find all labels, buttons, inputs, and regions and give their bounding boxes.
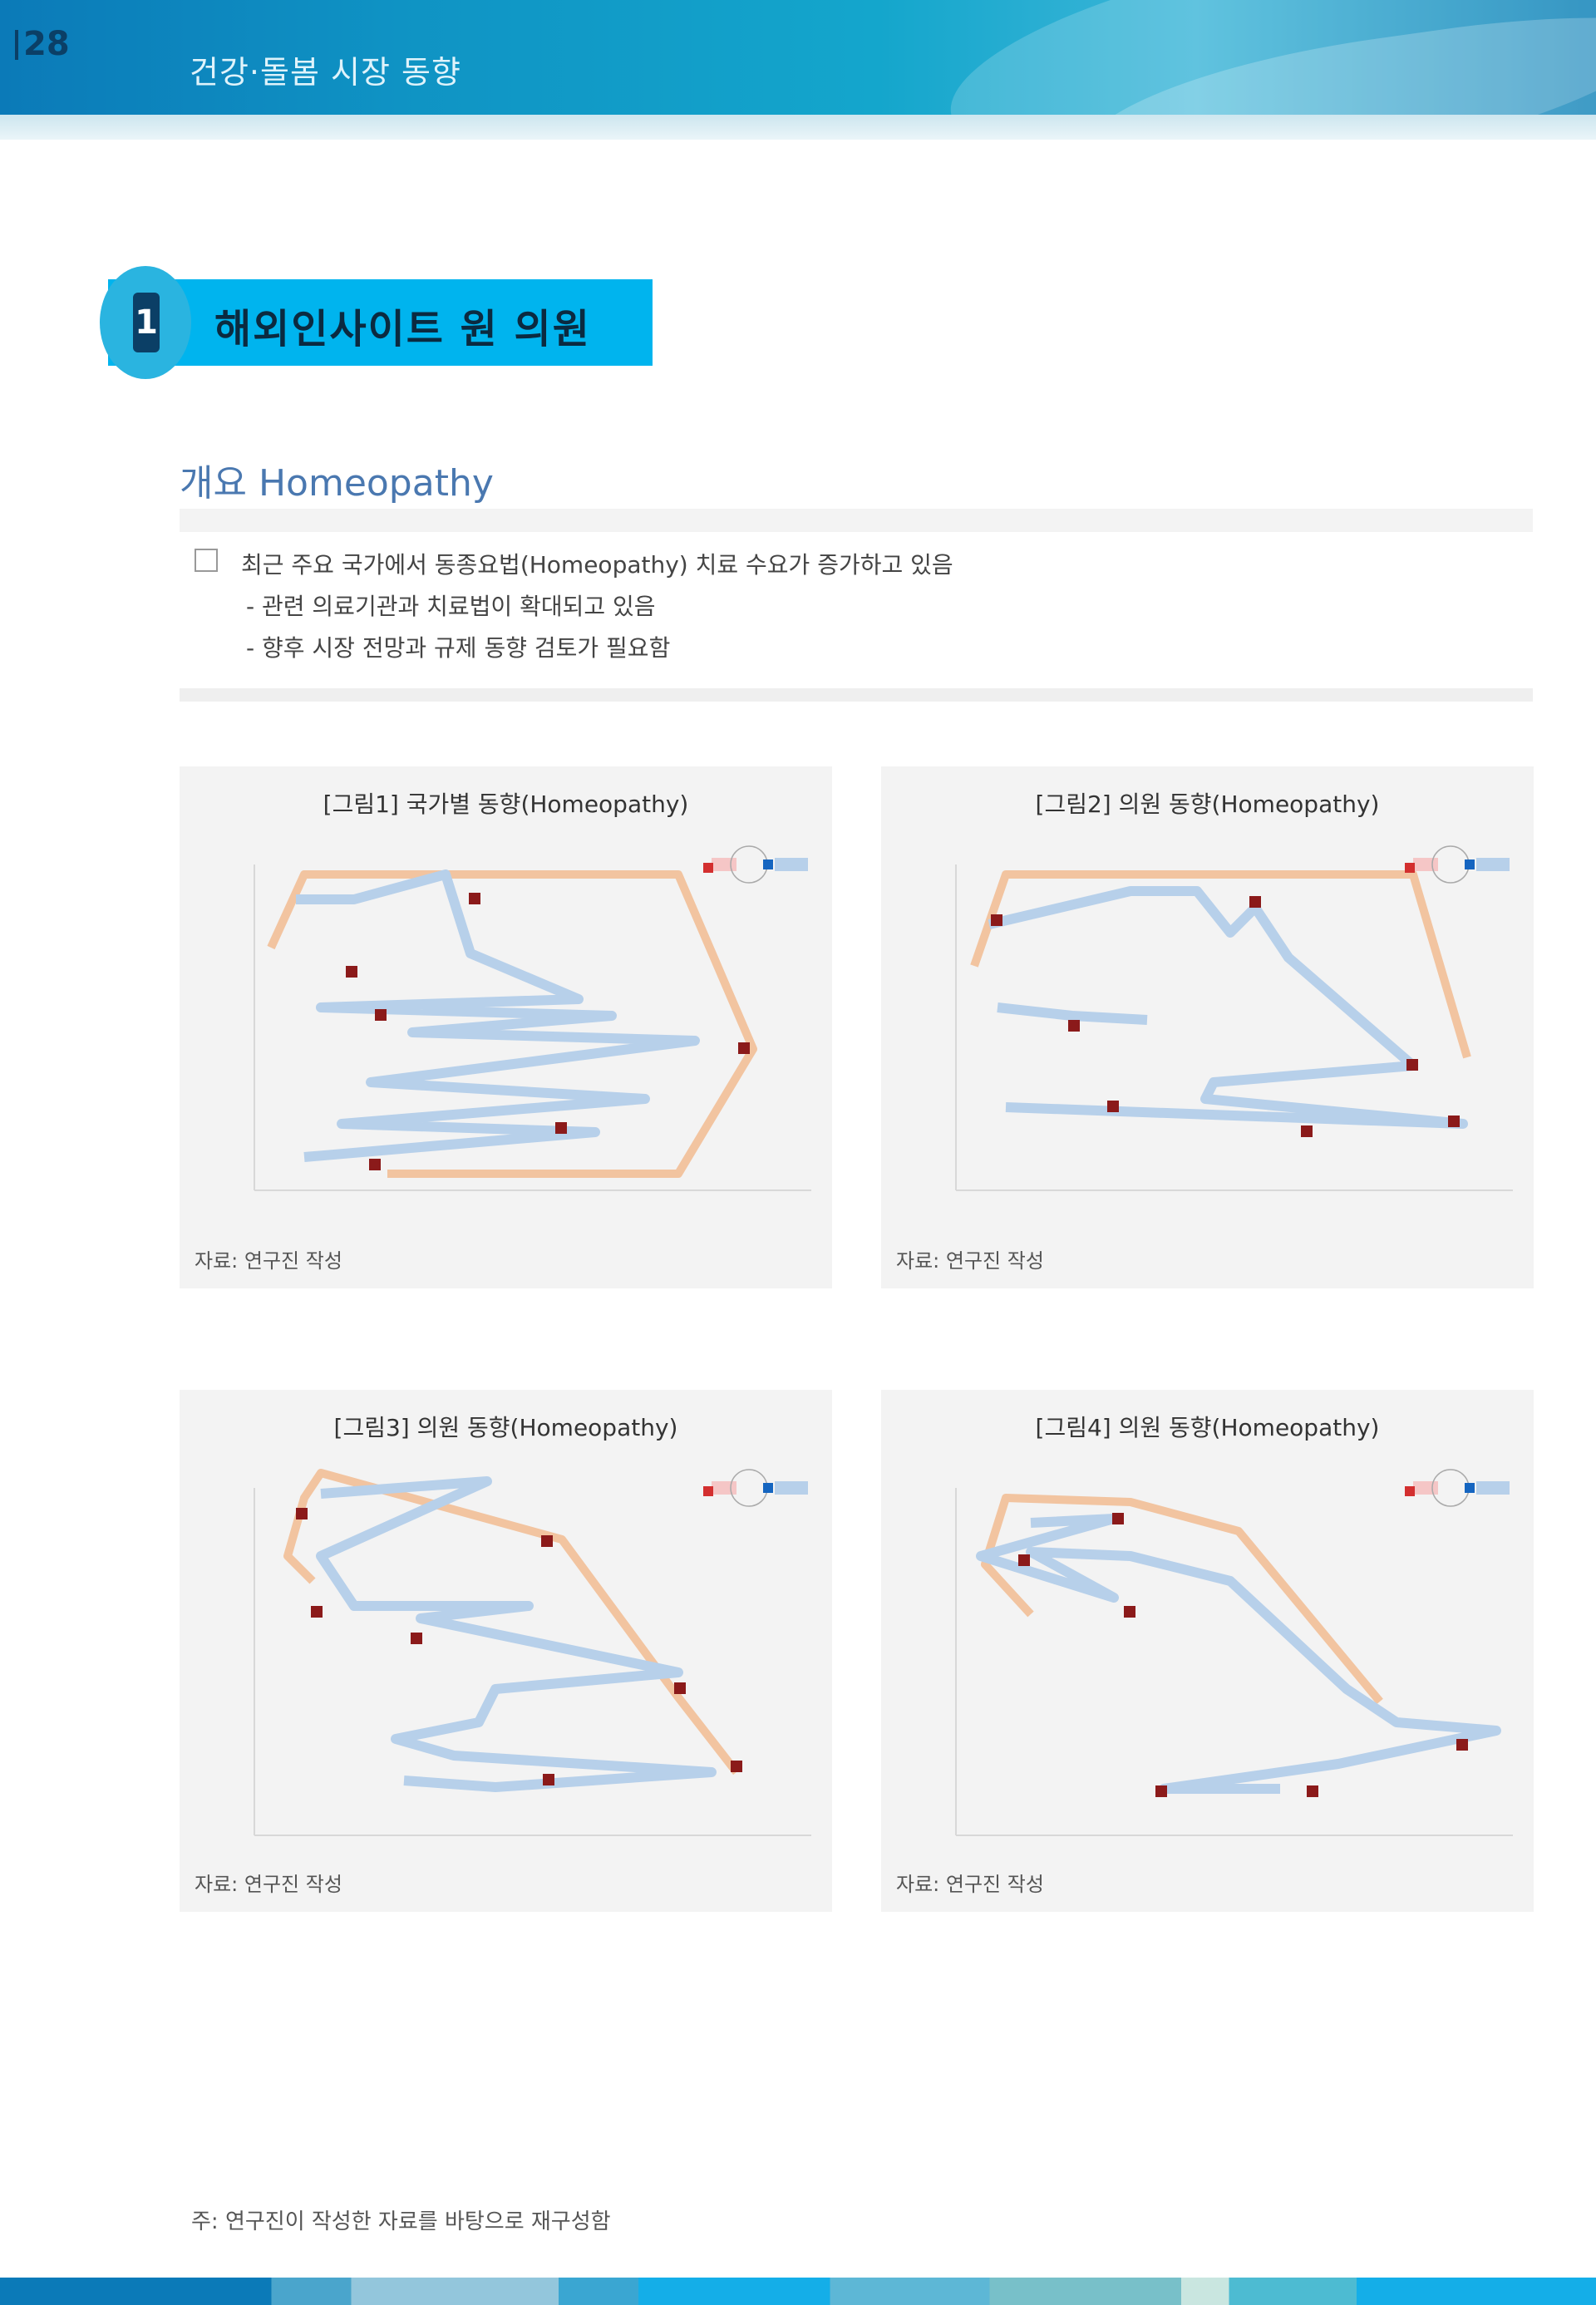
summary-line: - 향후 시장 전망과 규제 동향 검토가 필요함 <box>246 634 671 662</box>
summary-line: 최근 주요 국가에서 동종요법(Homeopathy) 치료 수요가 증가하고 … <box>241 551 953 579</box>
header-title: 건강·돌봄 시장 동향 <box>190 54 461 91</box>
section-title: 해외인사이트 원 의원 <box>214 306 591 352</box>
header-stripe <box>0 115 1596 140</box>
header-brand <box>1222 17 1571 108</box>
summary-rule-bottom <box>180 688 1533 702</box>
figure-4-chart <box>955 1469 1513 1836</box>
figure-panel-1: [그림1] 국가별 동향(Homeopathy) 자료: 연구진 작성 <box>180 766 832 1288</box>
page-number: 28 <box>15 25 70 63</box>
figure-title: [그림2] 의원 동향(Homeopathy) <box>1035 790 1380 818</box>
figure-panel-2: [그림2] 의원 동향(Homeopathy) 자료: 연구진 작성 <box>881 766 1534 1288</box>
summary-line: - 관련 의료기관과 치료법이 확대되고 있음 <box>246 593 656 620</box>
figure-source: 자료: 연구진 작성 <box>896 1249 1044 1273</box>
subheading: 개요 Homeopathy <box>180 462 494 505</box>
figure-panel-3: [그림3] 의원 동향(Homeopathy) 자료: 연구진 작성 <box>180 1390 832 1912</box>
figure-source: 자료: 연구진 작성 <box>896 1873 1044 1896</box>
page-header: 28 건강·돌봄 시장 동향 <box>0 0 1596 115</box>
figure-3-chart <box>254 1469 811 1836</box>
footnote: 주: 연구진이 작성한 자료를 바탕으로 재구성함 <box>191 2209 611 2234</box>
figure-source: 자료: 연구진 작성 <box>195 1249 342 1273</box>
section-number: 1 <box>133 293 160 352</box>
figure-title: [그림4] 의원 동향(Homeopathy) <box>1035 1414 1380 1441</box>
figure-title: [그림3] 의원 동향(Homeopathy) <box>333 1414 678 1441</box>
figure-source: 자료: 연구진 작성 <box>195 1873 342 1896</box>
figure-title: [그림1] 국가별 동향(Homeopathy) <box>323 790 689 818</box>
figure-panel-4: [그림4] 의원 동향(Homeopathy) 자료: 연구진 작성 <box>881 1390 1534 1912</box>
figure-1-chart <box>254 845 811 1191</box>
bullet-box-icon <box>195 549 218 572</box>
summary-rule-top <box>180 509 1533 532</box>
section-banner <box>108 279 653 366</box>
footer-bar <box>0 2278 1596 2305</box>
figure-2-chart <box>955 845 1513 1191</box>
